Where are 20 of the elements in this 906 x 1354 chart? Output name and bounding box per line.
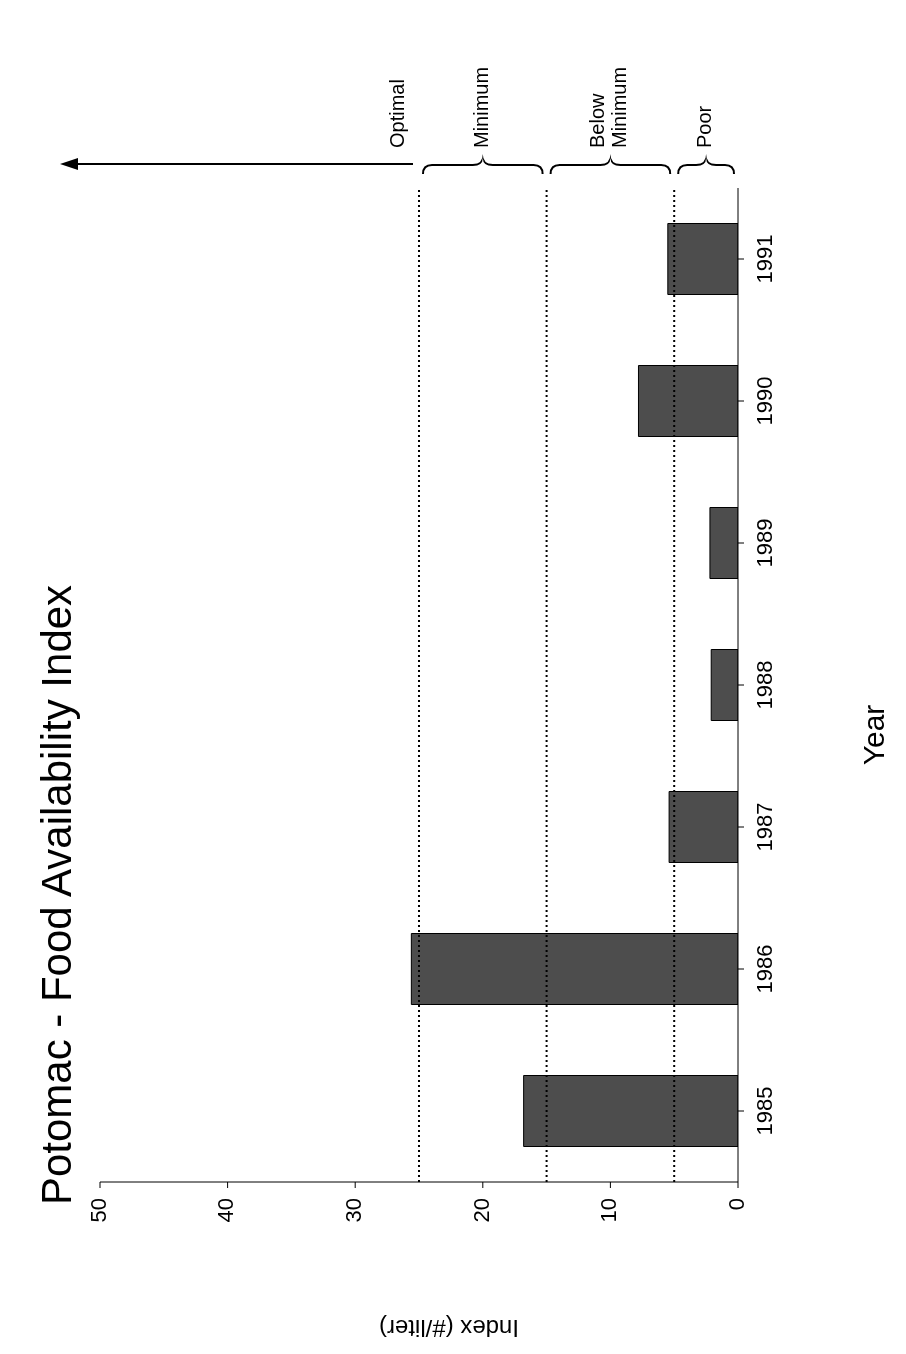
text: Minimum — [470, 66, 493, 148]
text: Optimal — [386, 79, 409, 148]
y-tick-label: 1986 — [752, 944, 777, 994]
y-axis-title: Year — [856, 704, 890, 766]
x-tick-label: 20 — [468, 1198, 494, 1223]
y-tick-label: 1987 — [752, 802, 777, 852]
x-tick-label: 40 — [213, 1198, 239, 1223]
y-tick-label: 1991 — [752, 234, 777, 284]
text: Poor — [693, 105, 716, 148]
x-axis-title: Index (#/liter) — [378, 1314, 520, 1342]
x-tick-label: 0 — [723, 1198, 749, 1211]
y-tick-label: 1985 — [752, 1086, 777, 1136]
text: Potomac - Food Availability Index — [33, 584, 81, 1206]
y-tick-label: 1989 — [752, 518, 777, 568]
y-tick-label: 1990 — [752, 376, 777, 426]
text: Below Minimum — [586, 66, 631, 148]
x-tick-label: 50 — [85, 1198, 111, 1223]
y-tick-label: 1988 — [752, 660, 777, 710]
x-tick-label: 10 — [596, 1198, 622, 1223]
x-tick-label: 30 — [341, 1198, 367, 1223]
